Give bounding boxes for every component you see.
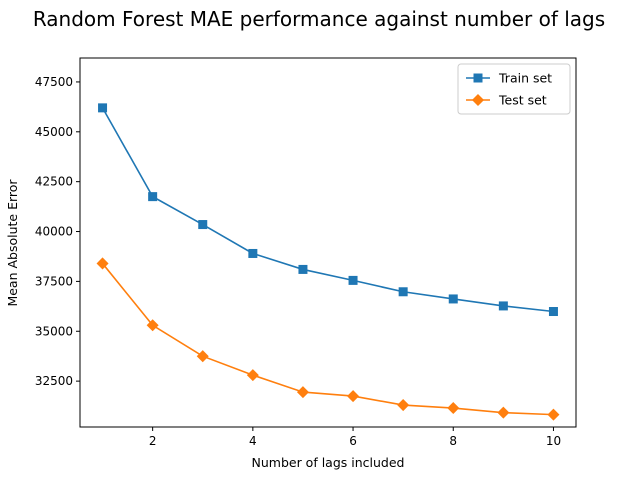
- series-line-test-set: [101, 262, 554, 416]
- data-point-test-set: [447, 402, 460, 415]
- data-point-train-set: [548, 307, 558, 317]
- data-point-test-set: [246, 369, 259, 382]
- axes-frame: [79, 57, 577, 428]
- y-tick-label: 37500: [35, 274, 73, 288]
- plot-area: [96, 103, 560, 421]
- legend-box: [457, 63, 571, 115]
- legend-label-train-set: Train set: [498, 71, 552, 86]
- data-point-train-set: [148, 192, 158, 202]
- legend-marker-train-set: [473, 73, 483, 83]
- data-point-test-set: [196, 350, 209, 363]
- x-tick-label: 2: [149, 434, 157, 448]
- y-tick-label: 35000: [35, 324, 73, 338]
- y-tick-label: 42500: [35, 175, 73, 189]
- y-tick-label: 47500: [35, 75, 73, 89]
- x-tick-label: 6: [349, 434, 357, 448]
- y-tick-label: 45000: [35, 125, 73, 139]
- x-axis-label: Number of lags included: [252, 455, 405, 470]
- data-point-train-set: [348, 275, 358, 285]
- data-point-test-set: [96, 257, 109, 270]
- data-point-train-set: [448, 294, 458, 304]
- chart-title: Random Forest MAE performance against nu…: [33, 7, 605, 31]
- y-axis-label: Mean Absolute Error: [5, 179, 20, 307]
- data-point-test-set: [296, 386, 309, 399]
- data-point-train-set: [198, 220, 208, 230]
- x-tick-label: 4: [249, 434, 257, 448]
- data-point-train-set: [298, 264, 308, 274]
- data-point-train-set: [98, 103, 108, 113]
- data-point-test-set: [146, 319, 159, 332]
- legend-label-test-set: Test set: [498, 93, 547, 108]
- axes: 2 4 6 8 10 32500 35000 37500 40000 42500 45000 4750…: [35, 57, 577, 448]
- data-point-test-set: [397, 399, 410, 412]
- data-point-train-set: [498, 301, 508, 311]
- x-tick-label: 8: [449, 434, 457, 448]
- data-point-test-set: [497, 406, 510, 419]
- data-point-train-set: [248, 248, 258, 258]
- y-tick-label: 40000: [35, 225, 73, 239]
- data-point-test-set: [347, 390, 360, 403]
- legend-marker-test-set: [471, 93, 485, 107]
- data-point-test-set: [547, 408, 560, 421]
- y-tick-label: 32500: [35, 374, 73, 388]
- x-tick-label: 10: [546, 434, 561, 448]
- series-line-train-set: [101, 107, 554, 313]
- data-point-train-set: [398, 287, 408, 297]
- legend: Train set Test set: [457, 63, 571, 115]
